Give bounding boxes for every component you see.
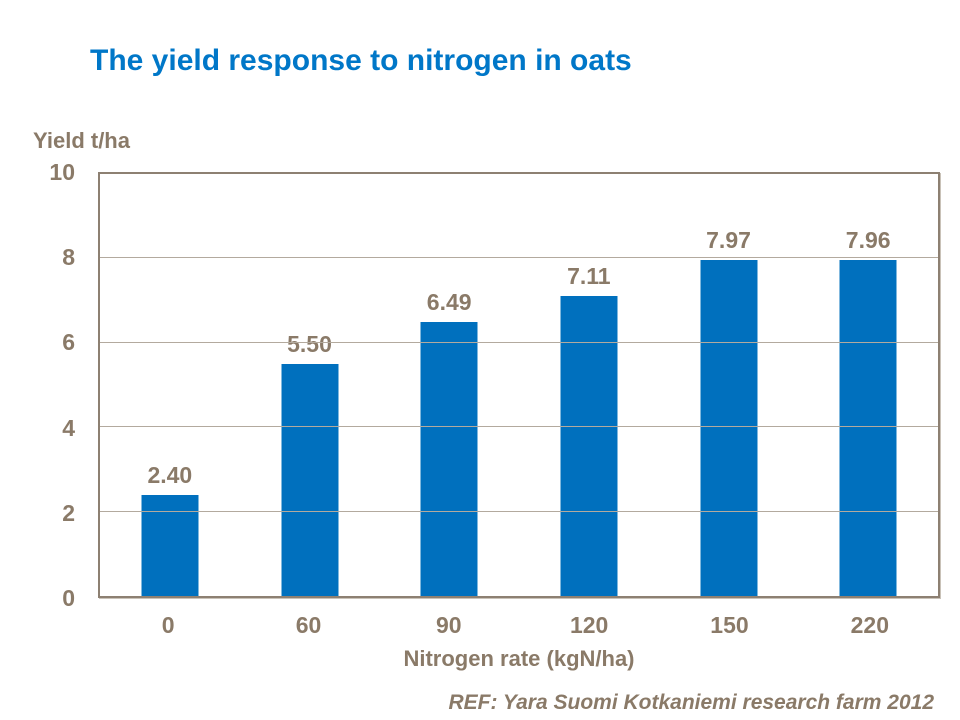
bar-value-label-150: 7.97: [706, 226, 751, 253]
y-tick-0: 0: [62, 585, 75, 611]
y-tick-2: 2: [62, 499, 75, 526]
bar-value-label-90: 6.49: [426, 289, 472, 316]
y-tick-6: 6: [62, 329, 75, 356]
bar-slot-120: 7.11: [519, 174, 659, 596]
x-tick-120: 120: [569, 612, 609, 638]
bar-slot-90: 6.49: [379, 174, 519, 596]
x-tick-90: 90: [436, 612, 462, 638]
y-axis-title: Yield t/ha: [33, 128, 130, 153]
gridline-4: [100, 426, 938, 428]
x-tick-0: 0: [161, 612, 175, 638]
y-tick-10: 10: [49, 159, 75, 185]
x-axis-title: Nitrogen rate (kgN/ha): [403, 646, 635, 671]
y-tick-4: 4: [62, 414, 75, 441]
y-axis-ticks: 0 2 4 6 8 10: [0, 159, 75, 611]
chart-title: The yield response to nitrogen in oats: [90, 44, 632, 77]
gridline-2: [100, 510, 938, 512]
bar-slot-0: 2.40: [100, 174, 240, 596]
bar-slot-150: 7.97: [659, 174, 799, 596]
bar-150: [700, 259, 758, 596]
bar-slot-60: 5.50: [240, 174, 380, 596]
x-tick-60: 60: [295, 612, 322, 638]
bar-slot-220: 7.96: [798, 174, 938, 596]
bar-value-label-60: 5.50: [287, 330, 332, 357]
bar-220: [839, 260, 897, 596]
bar-value-label-120: 7.11: [567, 262, 611, 289]
bar-120: [560, 295, 618, 596]
x-axis-ticks: 0 60 90 120 150 220: [98, 612, 940, 638]
bars: 2.40 5.50 6.49 7.11 7.97 7.96: [100, 174, 938, 596]
gridline-6: [100, 341, 938, 343]
x-tick-150: 150: [710, 612, 749, 638]
bar-90: [420, 322, 478, 596]
y-tick-8: 8: [62, 244, 75, 271]
gridline-8: [100, 257, 938, 259]
bar-60: [281, 363, 338, 596]
plot-area: 2.40 5.50 6.49 7.11 7.97 7.96: [98, 172, 940, 598]
x-tick-220: 220: [850, 612, 889, 638]
reference-note: REF: Yara Suomi Kotkaniemi research farm…: [448, 691, 934, 714]
bar-0: [141, 494, 199, 596]
bar-value-label-0: 2.40: [147, 461, 193, 488]
bar-value-label-220: 7.96: [845, 227, 891, 254]
